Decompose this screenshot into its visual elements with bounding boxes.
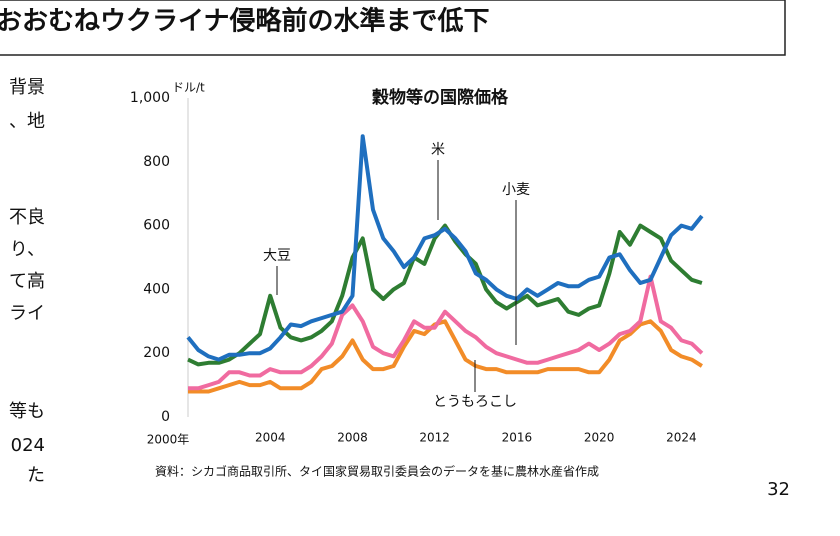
series-line <box>187 223 703 367</box>
body-text: 、地 <box>9 111 45 132</box>
x-tick-label: 2016 <box>502 431 533 445</box>
x-tick-label: 2008 <box>337 431 368 445</box>
y-tick-label: 400 <box>143 281 170 297</box>
body-text: 等も <box>9 401 45 422</box>
series-label: 小麦 <box>502 182 530 198</box>
body-text: た <box>27 465 45 486</box>
y-tick-label: 1,000 <box>130 90 170 106</box>
x-tick-label: 2000年 <box>147 433 190 447</box>
series-label: とうもろこし <box>433 394 517 410</box>
y-tick-label: 0 <box>161 409 170 425</box>
series-line <box>186 134 704 362</box>
x-tick-label: 2004 <box>255 431 286 445</box>
series-line <box>188 319 703 394</box>
slide-title: おおむねウクライナ侵略前の水準まで低下 <box>0 6 489 37</box>
y-unit: ドル/t <box>172 81 205 95</box>
page-number: 32 <box>767 479 790 500</box>
body-text: ライ <box>9 303 45 324</box>
body-text: て高 <box>9 271 45 292</box>
chart-title: 穀物等の国際価格 <box>372 87 509 108</box>
body-text: 背景 <box>9 77 45 98</box>
y-tick-label: 800 <box>143 154 170 170</box>
title-box <box>0 0 786 56</box>
x-tick-label: 2024 <box>666 431 697 445</box>
body-text: 024 <box>11 435 45 456</box>
series-line <box>188 274 704 391</box>
x-tick-label: 2012 <box>419 431 450 445</box>
source: 資料：シカゴ商品取引所、タイ国家貿易取引委員会のデータを基に農林水産省作成 <box>155 464 599 479</box>
body-text: り、 <box>10 239 45 260</box>
x-tick-label: 2020 <box>584 431 615 445</box>
y-tick-label: 200 <box>143 345 170 361</box>
y-tick-label: 600 <box>143 218 170 234</box>
body-text: 不良 <box>9 207 45 228</box>
series-label: 米 <box>431 142 445 158</box>
series-label: 大豆 <box>263 248 291 264</box>
